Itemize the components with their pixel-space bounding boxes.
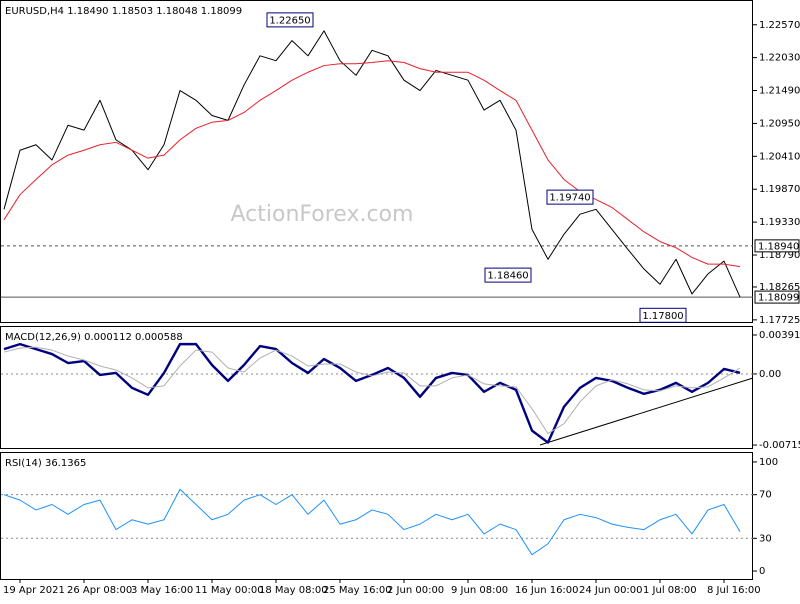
x-tick-label: 1 Jul 08:00 — [643, 585, 697, 596]
annotation: 1.22650 — [269, 15, 310, 26]
price-level-label: 1.18940 — [758, 241, 799, 252]
x-tick-label: 24 Jun 00:00 — [579, 585, 643, 596]
y-tick-label: 1.20410 — [759, 151, 800, 162]
price-panel — [0, 0, 753, 323]
macd-panel — [0, 326, 753, 449]
series-line — [3, 346, 741, 435]
annotation: 1.19740 — [549, 193, 590, 204]
y-tick-label: 1.19330 — [759, 217, 800, 228]
x-tick-label: 19 Apr 2021 — [3, 585, 65, 596]
annotation-box — [484, 267, 532, 283]
y-tick-label: 0 — [759, 566, 765, 577]
y-tick-label: 1.22570 — [759, 20, 800, 31]
annotation: 1.18460 — [487, 271, 528, 282]
y-tick-label: 30 — [759, 533, 772, 544]
x-tick-label: 8 Jul 16:00 — [707, 585, 761, 596]
panel-title: MACD(12,26,9) 0.000112 0.000588 — [5, 332, 183, 343]
y-tick-label: 70 — [759, 490, 772, 501]
annotation-box — [546, 189, 594, 205]
price-level-label: 1.18099 — [758, 293, 799, 304]
y-tick-label: 1.18790 — [759, 250, 800, 261]
x-tick-label: 2 Jun 00:00 — [387, 585, 444, 596]
y-tick-label: 100 — [759, 457, 778, 468]
y-tick-label: 1.18265 — [759, 282, 800, 293]
price-level-box — [754, 290, 800, 304]
y-tick-label: 1.17725 — [759, 315, 800, 326]
y-tick-label: 1.19870 — [759, 184, 800, 195]
rsi-panel — [0, 452, 753, 580]
series-line — [3, 488, 741, 556]
series-line — [3, 30, 741, 298]
panel-title: RSI(14) 36.1365 — [5, 458, 86, 469]
price-level-box — [754, 239, 800, 253]
y-tick-label: -0.007152 — [759, 440, 800, 451]
y-tick-label: 1.21490 — [759, 86, 800, 97]
panel-title: EURUSD,H4 1.18490 1.18503 1.18048 1.1809… — [5, 6, 242, 17]
x-tick-label: 9 Jun 08:00 — [451, 585, 508, 596]
x-tick-label: 26 Apr 08:00 — [67, 585, 132, 596]
x-tick-label: 3 May 16:00 — [131, 585, 193, 596]
y-tick-label: 0.003917 — [759, 330, 800, 341]
x-tick-label: 18 May 08:00 — [259, 585, 328, 596]
annotation-box — [266, 12, 314, 28]
x-tick-label: 25 May 16:00 — [323, 585, 392, 596]
watermark: ActionForex.com — [231, 202, 414, 227]
x-tick-label: 16 Jun 16:00 — [515, 585, 579, 596]
series-line — [3, 60, 741, 268]
series-line — [3, 342, 741, 444]
annotation-box — [639, 307, 687, 323]
y-tick-label: 1.22030 — [759, 53, 800, 64]
annotation: 1.17800 — [642, 311, 683, 322]
trend-line — [539, 377, 754, 446]
y-tick-label: 0.00 — [759, 369, 781, 380]
x-tick-label: 11 May 00:00 — [195, 585, 264, 596]
y-tick-label: 1.20950 — [759, 118, 800, 129]
